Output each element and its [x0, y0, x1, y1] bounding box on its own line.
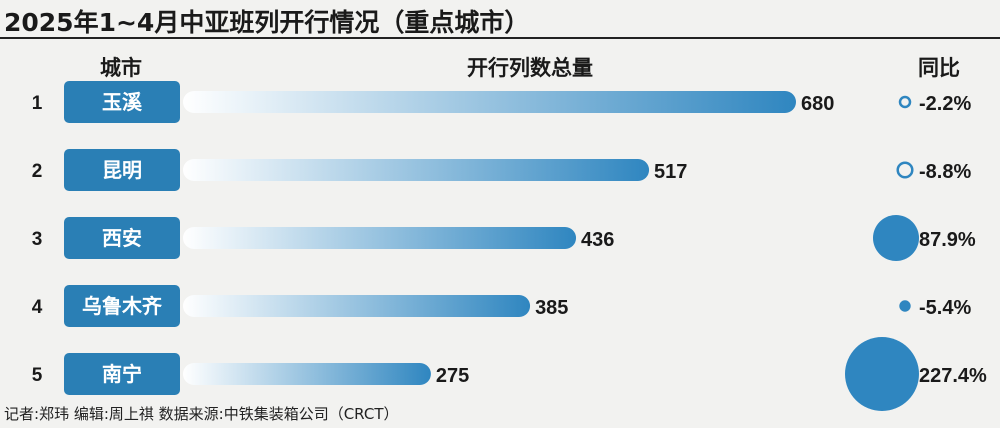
yoy-label: -2.2%: [919, 93, 971, 115]
yoy-label: 227.4%: [919, 365, 987, 387]
rank-number: 3: [32, 229, 43, 250]
bar: [183, 363, 431, 385]
city-label-box: [64, 81, 180, 123]
yoy-label: 87.9%: [919, 229, 976, 251]
column-header-city: 城市: [100, 56, 142, 80]
bar-value-label: 517: [654, 161, 687, 183]
city-label: 昆明: [102, 158, 142, 182]
yoy-marker: [896, 161, 914, 179]
column-header-yoy: 同比: [918, 56, 960, 80]
yoy-marker: [845, 337, 919, 411]
yoy-label: -5.4%: [919, 297, 971, 319]
yoy-marker: [872, 214, 920, 262]
bar-value-label: 385: [535, 297, 568, 319]
yoy-marker: [898, 95, 912, 109]
rank-number: 2: [32, 161, 43, 182]
bar-value-label: 275: [436, 365, 469, 387]
bar-value-label: 436: [581, 229, 614, 251]
column-header-total: 开行列数总量: [467, 56, 593, 80]
rank-number: 1: [32, 93, 43, 114]
city-label: 玉溪: [102, 90, 143, 114]
title-divider: [0, 37, 1000, 39]
city-label-box: [64, 285, 180, 327]
yoy-marker: [899, 300, 911, 312]
city-label: 乌鲁木齐: [82, 294, 163, 318]
page-title: 2025年1~4月中亚班列开行情况（重点城市）: [4, 8, 530, 37]
city-label-box: [64, 149, 180, 191]
city-label: 南宁: [102, 362, 142, 386]
yoy-label: -8.8%: [919, 161, 971, 183]
rank-number: 5: [32, 365, 43, 386]
city-label-box: [64, 217, 180, 259]
bar-value-label: 680: [801, 93, 834, 115]
bar: [183, 91, 796, 113]
rank-number: 4: [32, 297, 43, 318]
bar: [183, 227, 577, 249]
bar: [183, 295, 531, 317]
city-label: 西安: [102, 226, 142, 250]
footer-credits: 记者:郑玮 编辑:周上祺 数据来源:中铁集装箱公司（CRCT）: [4, 405, 399, 423]
city-label-box: [64, 353, 180, 395]
bar: [183, 159, 650, 181]
